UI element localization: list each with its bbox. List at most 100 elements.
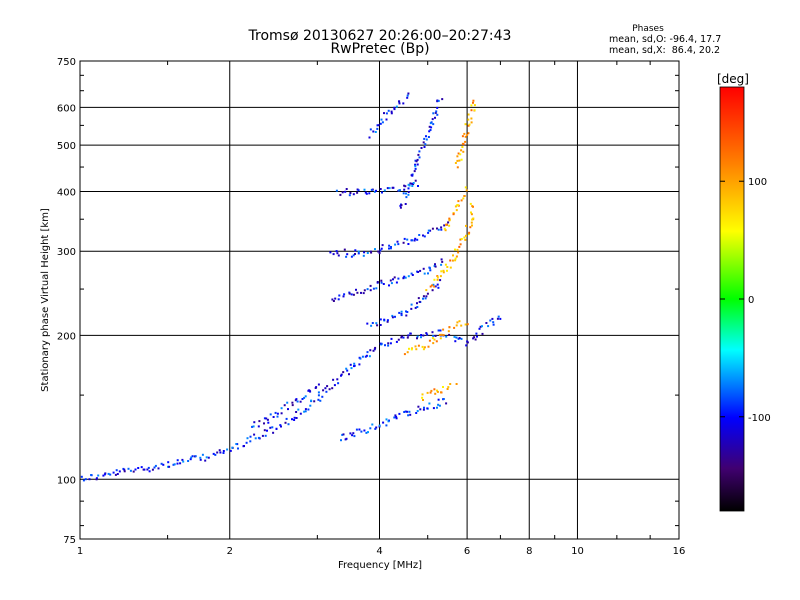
data-point [352,193,355,196]
data-point [406,311,409,313]
data-point [272,431,275,434]
data-point [420,334,423,336]
data-point [445,335,448,338]
data-point [432,407,435,410]
data-point [245,441,248,444]
data-point [447,330,450,333]
data-point [464,135,467,138]
data-point [357,252,360,255]
data-point [295,398,298,401]
data-point [425,138,428,141]
data-point [399,206,402,209]
data-point [431,289,434,292]
x-tick-label: 6 [464,546,470,557]
data-point [360,291,362,294]
data-point [431,337,434,340]
data-point [301,398,304,400]
data-point [439,337,442,340]
data-point [409,413,412,416]
data-point [403,188,406,191]
data-point [265,417,268,420]
data-point [376,127,379,130]
data-point [410,303,413,306]
data-point [440,391,442,394]
data-point [317,383,320,386]
data-point [356,191,359,194]
data-point [380,247,383,250]
data-point [269,426,272,429]
data-point [419,269,422,272]
data-point [438,333,441,336]
data-point [343,293,346,296]
data-point [456,204,459,207]
data-point [154,464,157,467]
data-point [414,237,417,240]
data-point [444,263,447,266]
data-point [424,297,427,300]
data-point [414,163,417,166]
data-point [123,470,126,473]
data-point [336,378,339,381]
colorbar-tick-label: -100 [748,413,771,424]
data-point [157,467,160,470]
data-point [374,346,377,349]
data-point [426,333,429,336]
data-point [317,391,320,394]
data-point [286,401,289,404]
data-point [462,150,465,153]
data-point [352,432,355,435]
data-point [361,355,364,358]
data-point [380,279,383,282]
data-point [434,334,437,337]
data-point [147,466,150,469]
data-point [333,384,336,387]
data-point [383,189,386,192]
data-point [436,100,439,103]
data-point [455,383,458,385]
data-point [167,465,169,468]
legend-omode: mean, sd,O: -96.4, 17.7 [609,34,721,45]
data-point [395,417,398,420]
data-point [426,407,429,410]
data-point [446,266,449,268]
data-point [457,200,460,203]
data-point [385,424,388,427]
data-point [388,284,390,287]
data-point [291,418,293,421]
data-point [390,246,392,248]
data-point [381,191,383,194]
data-point [453,335,456,338]
data-point [380,342,383,345]
data-point [414,167,417,170]
data-point [214,453,217,456]
data-point [134,468,137,471]
data-point [403,275,406,278]
data-point [373,348,376,351]
data-point [440,258,443,261]
data-point [406,336,409,339]
data-point [410,307,413,310]
data-point [272,416,275,418]
data-point [432,334,435,337]
data-point [436,106,439,109]
data-point [470,117,473,120]
data-point [378,252,381,255]
data-point [492,323,495,326]
data-point [294,399,297,402]
data-point [457,152,460,155]
data-point [436,275,439,277]
data-point [456,248,459,251]
data-point [403,237,406,240]
data-point [437,398,440,401]
data-point [429,229,432,232]
data-point [384,344,386,347]
data-point [360,430,363,433]
data-point [379,318,382,321]
data-point [280,412,283,415]
data-point [345,255,348,258]
legend-title: Phases [632,24,664,34]
data-point [456,166,459,169]
data-point [342,371,345,374]
data-point [475,332,478,335]
data-point [276,412,279,415]
